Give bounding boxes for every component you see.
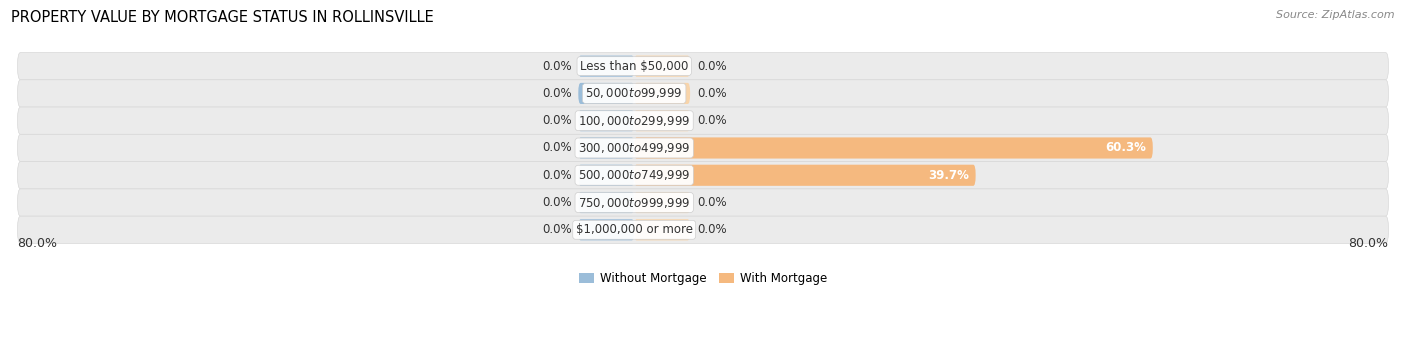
FancyBboxPatch shape xyxy=(18,162,1388,189)
Text: 0.0%: 0.0% xyxy=(541,169,571,182)
FancyBboxPatch shape xyxy=(578,110,634,131)
FancyBboxPatch shape xyxy=(18,53,1388,80)
Text: 0.0%: 0.0% xyxy=(697,196,727,209)
FancyBboxPatch shape xyxy=(18,80,1388,107)
FancyBboxPatch shape xyxy=(578,219,634,240)
FancyBboxPatch shape xyxy=(634,110,690,131)
Text: 0.0%: 0.0% xyxy=(541,223,571,236)
FancyBboxPatch shape xyxy=(578,137,634,159)
Text: 0.0%: 0.0% xyxy=(541,60,571,73)
FancyBboxPatch shape xyxy=(634,219,690,240)
Text: 0.0%: 0.0% xyxy=(697,223,727,236)
FancyBboxPatch shape xyxy=(634,83,690,104)
FancyBboxPatch shape xyxy=(578,165,634,186)
Text: $750,000 to $999,999: $750,000 to $999,999 xyxy=(578,195,690,209)
Text: $50,000 to $99,999: $50,000 to $99,999 xyxy=(585,86,683,101)
Text: $1,000,000 or more: $1,000,000 or more xyxy=(575,223,693,236)
FancyBboxPatch shape xyxy=(634,137,1153,159)
Text: 0.0%: 0.0% xyxy=(697,60,727,73)
FancyBboxPatch shape xyxy=(18,134,1388,162)
FancyBboxPatch shape xyxy=(634,56,690,77)
FancyBboxPatch shape xyxy=(578,192,634,213)
Text: $300,000 to $499,999: $300,000 to $499,999 xyxy=(578,141,690,155)
Text: $100,000 to $299,999: $100,000 to $299,999 xyxy=(578,114,690,128)
FancyBboxPatch shape xyxy=(634,165,976,186)
Text: 0.0%: 0.0% xyxy=(541,87,571,100)
FancyBboxPatch shape xyxy=(18,107,1388,134)
Text: $500,000 to $749,999: $500,000 to $749,999 xyxy=(578,168,690,182)
Text: Less than $50,000: Less than $50,000 xyxy=(581,60,689,73)
Text: Source: ZipAtlas.com: Source: ZipAtlas.com xyxy=(1277,10,1395,20)
FancyBboxPatch shape xyxy=(634,192,690,213)
Text: 60.3%: 60.3% xyxy=(1105,142,1146,154)
FancyBboxPatch shape xyxy=(578,83,634,104)
FancyBboxPatch shape xyxy=(578,56,634,77)
Text: PROPERTY VALUE BY MORTGAGE STATUS IN ROLLINSVILLE: PROPERTY VALUE BY MORTGAGE STATUS IN ROL… xyxy=(11,10,434,25)
Text: 0.0%: 0.0% xyxy=(541,142,571,154)
Text: 80.0%: 80.0% xyxy=(18,237,58,250)
Text: 0.0%: 0.0% xyxy=(541,114,571,127)
Text: 0.0%: 0.0% xyxy=(697,87,727,100)
Text: 0.0%: 0.0% xyxy=(697,114,727,127)
Text: 0.0%: 0.0% xyxy=(541,196,571,209)
FancyBboxPatch shape xyxy=(18,189,1388,216)
Text: 39.7%: 39.7% xyxy=(928,169,969,182)
FancyBboxPatch shape xyxy=(18,216,1388,243)
Legend: Without Mortgage, With Mortgage: Without Mortgage, With Mortgage xyxy=(574,267,832,290)
Text: 80.0%: 80.0% xyxy=(1348,237,1388,250)
